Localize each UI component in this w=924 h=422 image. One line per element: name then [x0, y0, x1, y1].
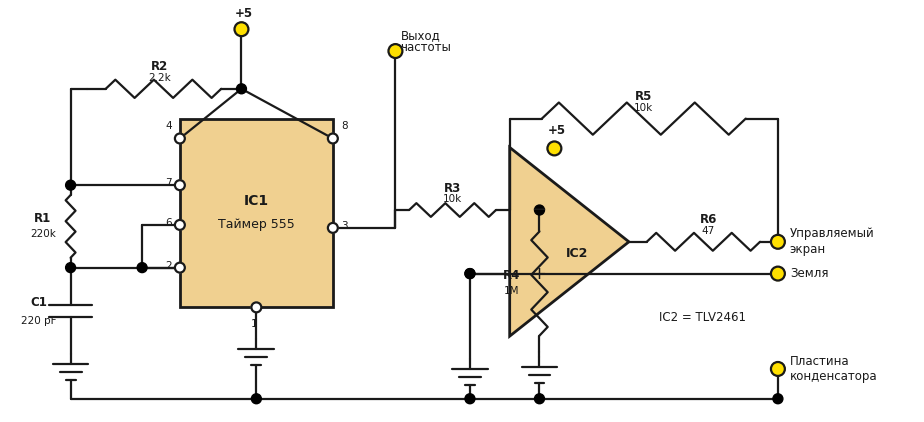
- Text: 220 pF: 220 pF: [21, 316, 56, 326]
- Text: 47: 47: [701, 226, 715, 236]
- Text: IC2 = TLV2461: IC2 = TLV2461: [659, 311, 746, 324]
- Text: R4: R4: [503, 269, 520, 282]
- Text: 220k: 220k: [30, 229, 55, 239]
- Text: 4: 4: [165, 121, 172, 130]
- Bar: [180, 119, 333, 307]
- Circle shape: [465, 269, 475, 279]
- Circle shape: [175, 220, 185, 230]
- Circle shape: [547, 141, 562, 155]
- Text: Земля: Земля: [790, 267, 828, 280]
- Circle shape: [465, 394, 475, 404]
- Circle shape: [465, 269, 475, 279]
- Circle shape: [235, 22, 249, 36]
- Circle shape: [771, 235, 784, 249]
- Text: 10k: 10k: [443, 194, 462, 204]
- Circle shape: [388, 44, 402, 58]
- Text: 1M: 1M: [504, 287, 519, 297]
- Text: 1: 1: [251, 319, 258, 329]
- Text: конденсатора: конденсатора: [790, 371, 878, 384]
- Text: экран: экран: [790, 243, 826, 256]
- Text: R6: R6: [699, 214, 717, 227]
- Circle shape: [237, 84, 247, 94]
- Text: 6: 6: [165, 218, 172, 228]
- Circle shape: [175, 262, 185, 273]
- Circle shape: [175, 180, 185, 190]
- Text: R5: R5: [635, 90, 652, 103]
- Text: 8: 8: [341, 121, 347, 130]
- Text: Пластина: Пластина: [790, 354, 849, 368]
- Circle shape: [534, 394, 544, 404]
- Text: R2: R2: [151, 60, 168, 73]
- Text: −: −: [531, 201, 547, 219]
- Text: +5: +5: [235, 7, 252, 20]
- Circle shape: [251, 303, 261, 312]
- Text: 7: 7: [165, 178, 172, 188]
- Text: R3: R3: [444, 181, 461, 195]
- Text: 3: 3: [341, 221, 347, 231]
- Text: IC2: IC2: [566, 247, 589, 260]
- Text: частоты: частоты: [400, 41, 451, 54]
- Text: R1: R1: [34, 212, 52, 225]
- Circle shape: [771, 267, 784, 281]
- Text: 10k: 10k: [634, 103, 653, 113]
- Circle shape: [773, 394, 783, 404]
- Circle shape: [773, 237, 783, 247]
- Text: 2: 2: [165, 261, 172, 271]
- Text: Выход: Выход: [400, 29, 440, 42]
- Circle shape: [251, 394, 261, 404]
- Circle shape: [328, 223, 338, 233]
- Text: Управляемый: Управляемый: [790, 227, 875, 241]
- Circle shape: [66, 180, 76, 190]
- Text: 2.2k: 2.2k: [148, 73, 171, 83]
- Circle shape: [328, 133, 338, 143]
- Circle shape: [771, 362, 784, 376]
- Text: +: +: [531, 265, 546, 283]
- Circle shape: [534, 205, 544, 215]
- Circle shape: [175, 133, 185, 143]
- Circle shape: [66, 262, 76, 273]
- Text: IC1: IC1: [244, 194, 269, 208]
- Text: Таймер 555: Таймер 555: [218, 219, 295, 231]
- Text: C1: C1: [30, 296, 47, 309]
- Polygon shape: [510, 147, 629, 336]
- Text: +5: +5: [547, 124, 565, 137]
- Circle shape: [137, 262, 147, 273]
